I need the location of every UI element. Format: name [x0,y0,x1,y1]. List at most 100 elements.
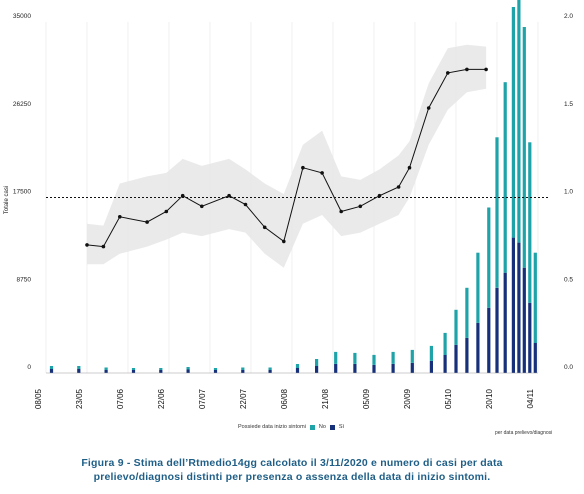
y-right-tick-label: 1.5 [564,101,573,108]
bar-no [295,364,300,368]
x-tick-label: 07/06 [116,388,125,409]
bar-si [159,370,163,373]
rt-point [164,209,169,214]
caption-line-2: prelievo/diagnosi distinti per presenza … [93,471,491,483]
bar-si [476,322,480,373]
bar-si [443,354,447,373]
bar-no [49,366,54,369]
bar-no [517,0,521,243]
bar-si [334,364,338,373]
y-left-tick-label: 35000 [13,13,31,20]
y-right-tick-label: 2.0 [564,13,573,20]
bar-no [213,368,218,370]
x-tick-label: 23/05 [75,388,84,409]
bar-si [511,237,515,373]
rt-point [407,165,412,170]
caption-line-1: Figura 9 - Stima dell’Rtmedio14gg calcol… [81,457,503,469]
bar-si [104,370,108,373]
bar-no [77,366,81,369]
figure-caption: Figura 9 - Stima dell’Rtmedio14gg calcol… [20,456,564,484]
bar-si [131,370,136,373]
bar-no [372,354,376,365]
x-tick-label: 05/10 [444,388,453,409]
x-tick-label: 21/08 [321,388,330,409]
legend: Possiede data inizio sintomi No Sì [238,424,344,430]
bar-si [186,369,190,373]
rt-point [377,193,382,198]
bar-no [511,7,515,238]
bar-no [487,207,491,308]
x-tick-label: 22/07 [239,388,248,409]
rt-point [396,185,401,189]
bar-no [429,345,433,361]
bar-no [159,368,163,370]
y-left-tick-label: 0 [27,364,31,371]
bar-si [528,302,532,373]
confidence-band-area [87,44,487,268]
bar-si [487,307,491,373]
rt-point [484,67,488,72]
bar-si [353,364,357,373]
bar-si [295,368,300,373]
bar-no [522,27,526,268]
legend-title: Possiede data inizio sintomi [238,424,306,430]
bar-no [443,332,447,355]
rt-point [243,202,248,207]
bars [49,0,537,373]
x-tick-label: 04/11 [526,388,535,408]
y-axis-label: Totale casi [4,186,10,214]
bar-no [186,367,190,370]
axes: 0 8750 17500 26250 35000 0.0 0.5 1.0 1.5 2.0 08/05… [13,13,573,409]
legend-label-si: Sì [338,424,345,430]
bar-no [410,349,414,363]
bar-no [503,82,507,273]
bar-si [372,365,376,373]
bar-si [268,370,272,373]
rt-point [180,193,185,198]
rt-line [85,67,488,249]
bar-no [315,359,319,366]
bar-si [391,364,395,373]
bar-si [533,342,537,373]
bar-si [241,370,245,373]
rt-point [465,67,469,72]
rt-point [358,204,363,209]
bar-si [517,242,521,373]
x-tick-label: 22/06 [157,388,166,409]
x-tick-label: 20/10 [485,388,494,409]
bar-no [495,137,499,288]
y-right-tick-label: 1.0 [564,189,573,196]
bar-si [77,369,81,373]
x-tick-label: 06/08 [280,388,289,409]
x-tick-label: 20/09 [403,388,412,409]
bar-no [104,367,108,370]
bar-no [391,351,395,364]
bar-no [131,368,136,370]
bar-si [213,370,218,373]
rt-point [320,171,324,175]
bar-no [268,367,272,370]
bar-no [465,287,469,338]
rt-point [85,243,89,247]
bar-no [454,309,458,345]
y-right-tick-label: 0.5 [564,276,573,283]
bar-si [522,267,526,373]
rt-point [118,215,122,219]
y-left-tick-label: 17500 [13,189,31,196]
y-right-tick-label: 0.0 [564,364,573,371]
bar-si [315,366,319,373]
bar-si [465,337,469,373]
rt-point [262,225,267,230]
rt-point [200,204,204,209]
bar-no [353,352,357,364]
legend-label-no: No [318,424,326,430]
x-tick-label: 07/07 [198,388,207,409]
bar-si [410,363,414,373]
bar-no [241,367,245,370]
rt-polyline [86,68,487,248]
x-tick-label: 05/09 [362,388,371,409]
bar-si [429,361,433,373]
bar-si [454,344,458,373]
legend-swatch-si [329,424,335,430]
confidence-band [87,44,487,268]
